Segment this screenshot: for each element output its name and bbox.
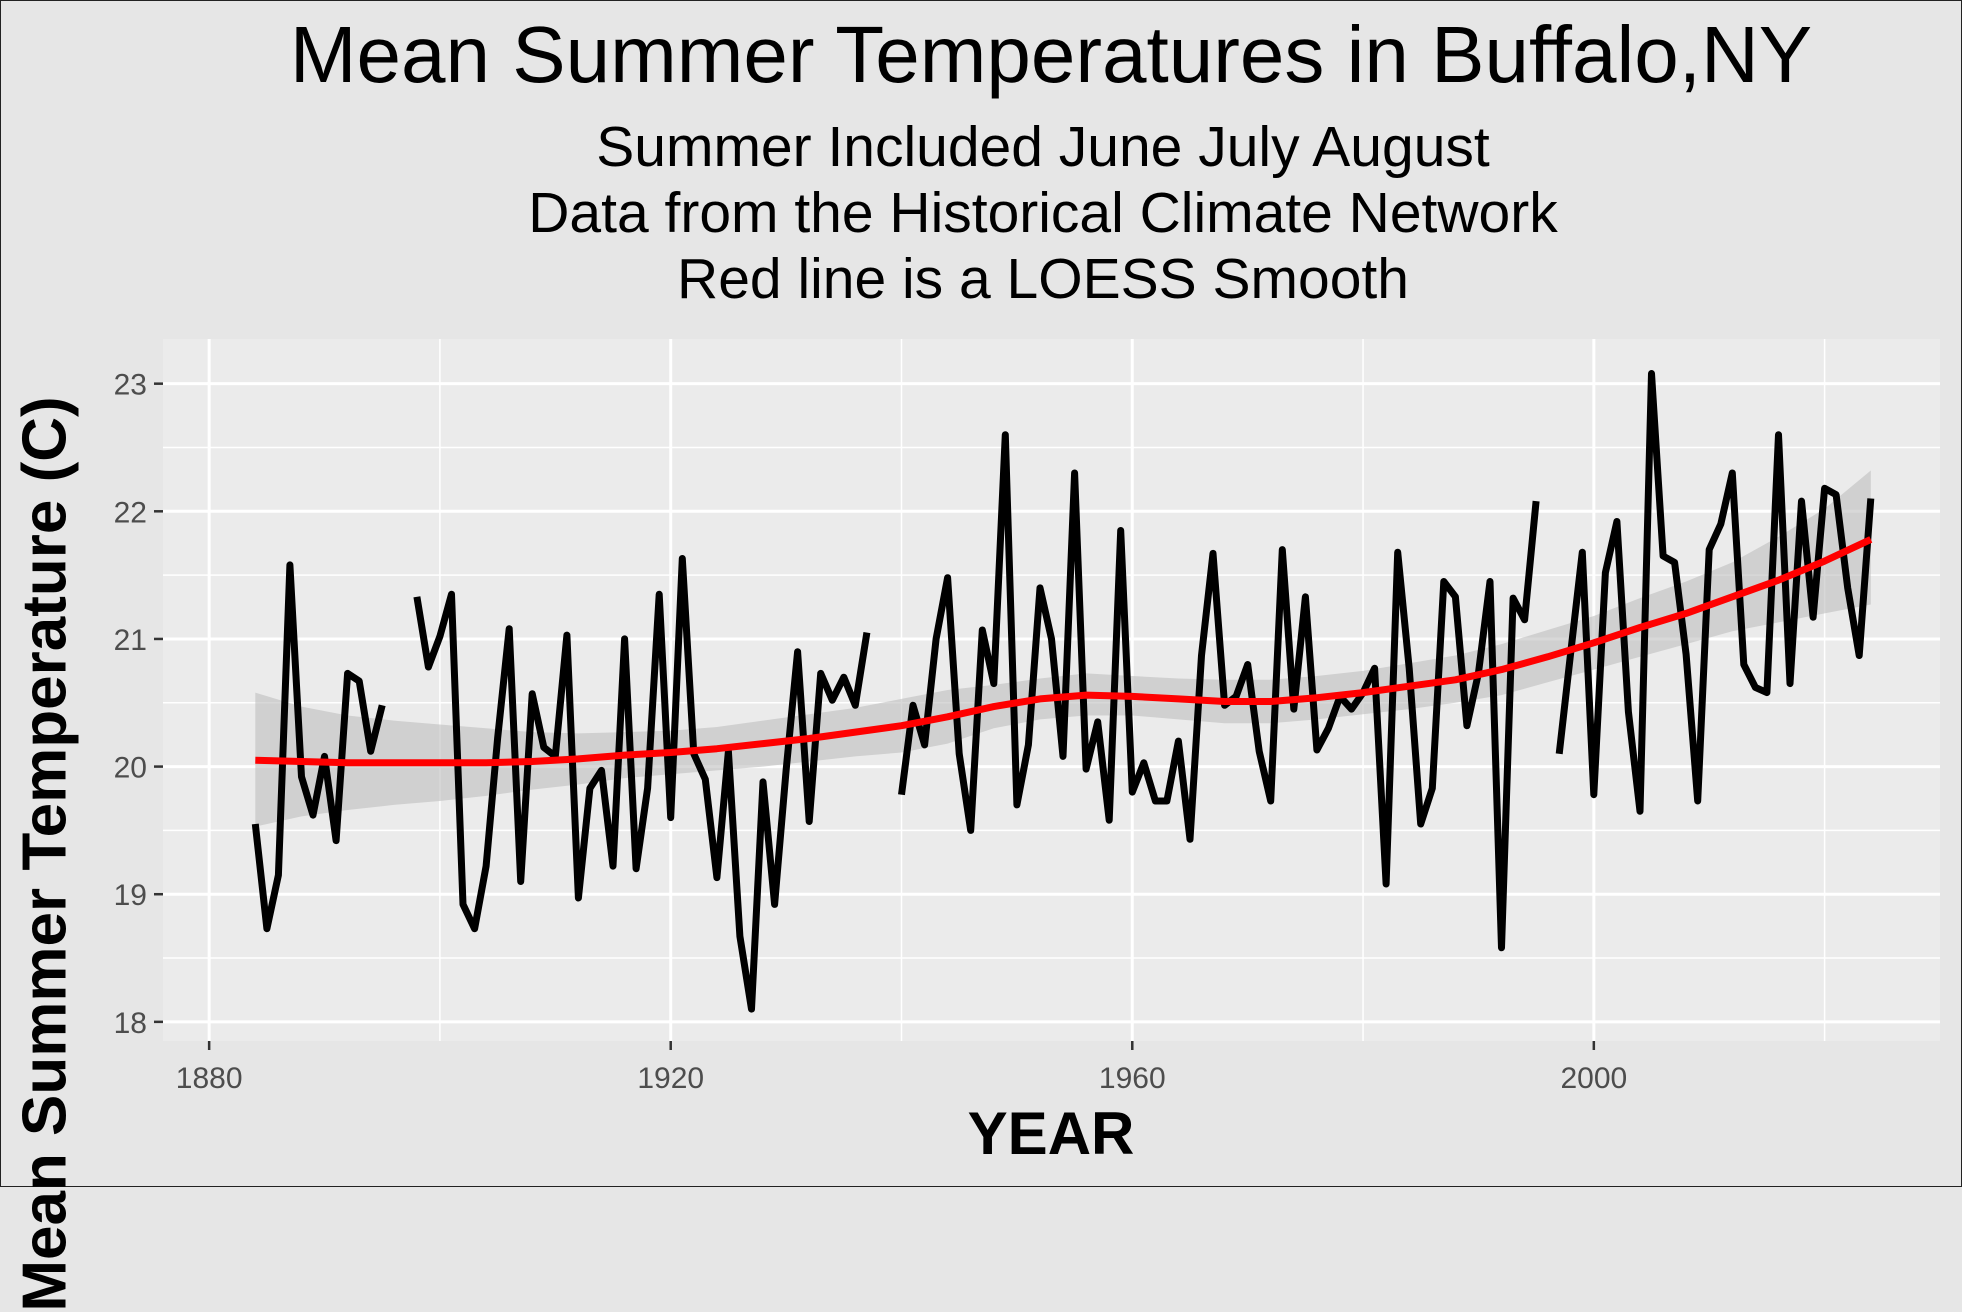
subtitle-line-1: Summer Included June July August: [596, 115, 1490, 179]
y-tick-label: 21: [114, 624, 147, 657]
temperature-line-segment: [1555, 370, 1875, 815]
y-tick-label: 19: [114, 879, 147, 912]
subtitle-line-2: Data from the Historical Climate Network: [528, 181, 1558, 245]
loess-smooth-line: [255, 536, 1873, 767]
x-axis-label: YEAR: [967, 1100, 1135, 1167]
x-tick-label: 1920: [637, 1062, 704, 1095]
y-tick-label: 18: [114, 1007, 147, 1040]
confidence-band: [255, 470, 1871, 827]
subtitle-line-3: Red line is a LOESS Smooth: [677, 247, 1409, 311]
x-tick-label: 2000: [1560, 1062, 1627, 1095]
y-tick-label: 20: [114, 752, 147, 785]
chart-title: Mean Summer Temperatures in Buffalo,NY: [289, 10, 1813, 99]
y-tick-label: 23: [114, 369, 147, 402]
x-tick-label: 1960: [1099, 1062, 1166, 1095]
temperature-line-segment: [898, 431, 1540, 952]
chart-subtitle: Summer Included June July August Data fr…: [528, 114, 1557, 312]
x-tick-label: 1880: [176, 1062, 243, 1095]
temperature-line-segment: [251, 561, 386, 933]
y-tick-label: 22: [114, 496, 147, 529]
temperature-line-segment: [413, 555, 871, 1013]
